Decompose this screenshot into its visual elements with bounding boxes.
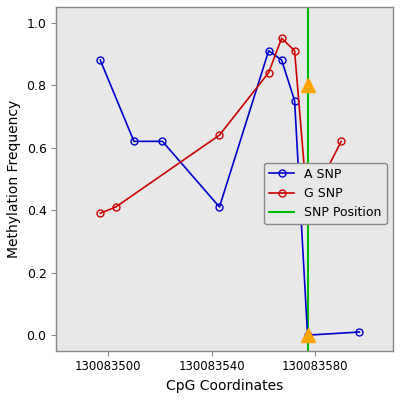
Legend: A SNP, G SNP, SNP Position: A SNP, G SNP, SNP Position — [264, 163, 387, 224]
Y-axis label: Methylation Frequency: Methylation Frequency — [7, 100, 21, 258]
X-axis label: CpG Coordinates: CpG Coordinates — [166, 379, 283, 393]
